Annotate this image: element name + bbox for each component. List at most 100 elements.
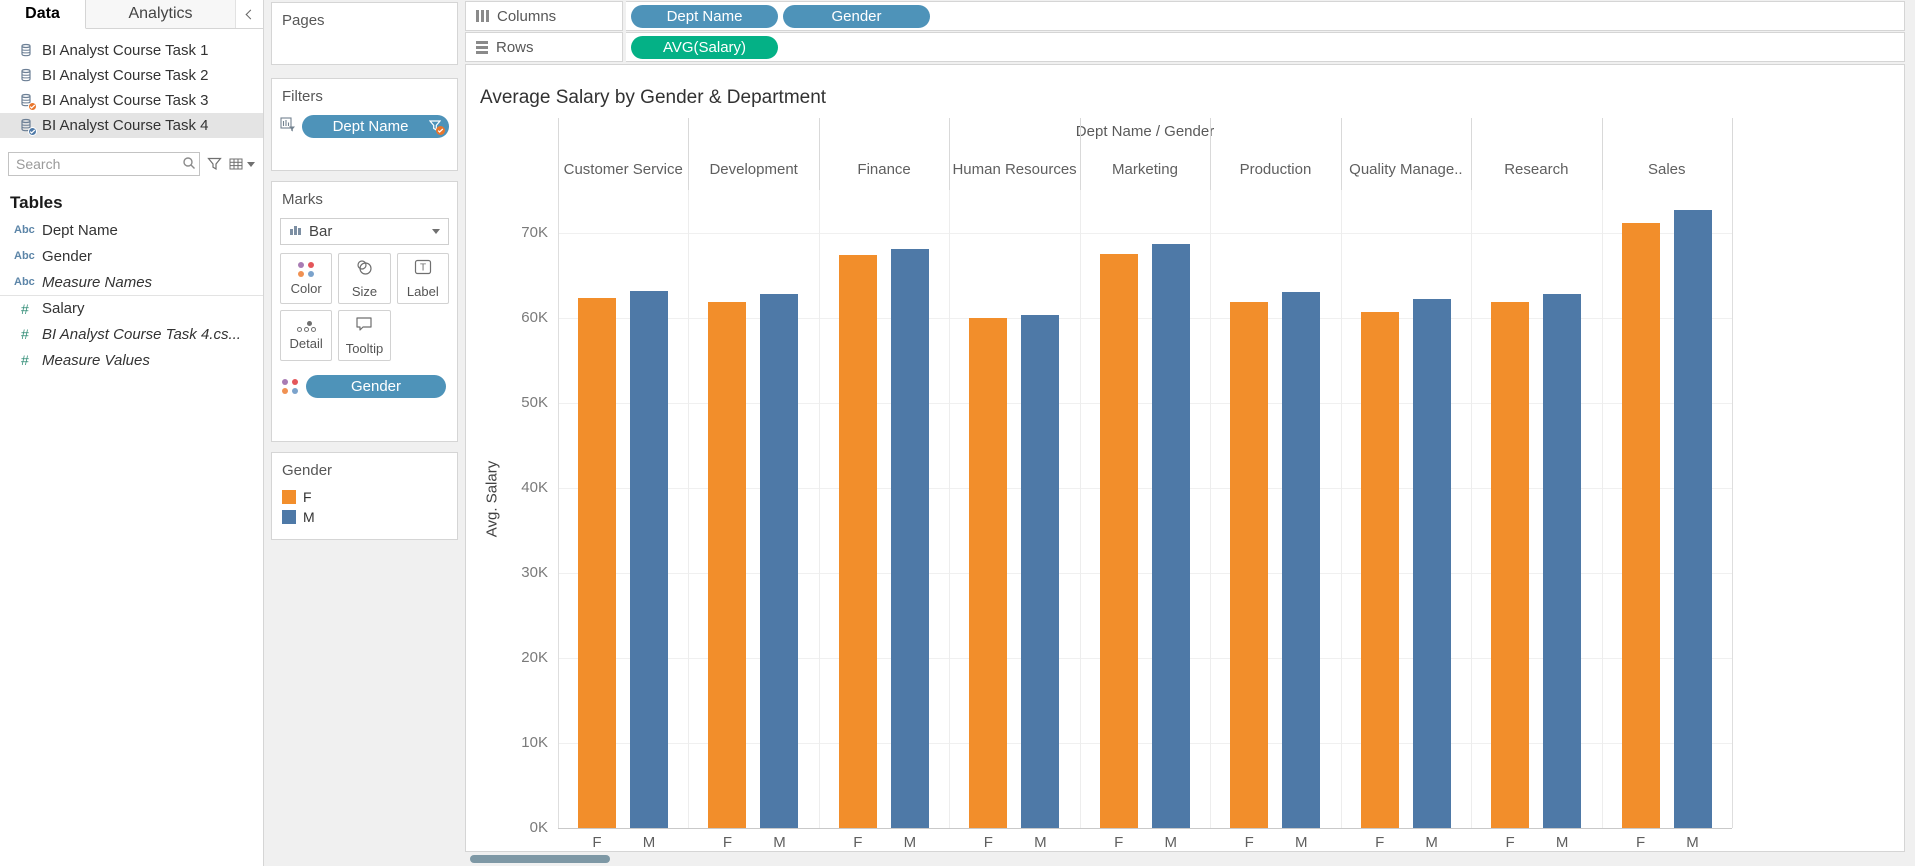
x-axis-tick-label: M [1294,834,1308,851]
filter-fields-icon[interactable] [207,157,222,171]
columns-pill-gender[interactable]: Gender [783,4,930,28]
number-field-icon: # [21,326,29,342]
pages-label: Pages [282,12,325,29]
bar-mark-f[interactable] [708,302,747,828]
mark-type-dropdown[interactable]: Bar [280,218,449,245]
shelves: Columns Dept Name Gender Rows AVG(Salary… [465,0,1905,62]
field-item[interactable]: # BI Analyst Course Task 4.cs... [0,321,263,347]
gridline [558,657,1732,659]
tab-data[interactable]: Data [0,0,86,29]
bar-mark-m[interactable] [1021,315,1060,828]
database-icon [18,68,35,84]
x-axis-line [558,828,1732,829]
field-name: BI Analyst Course Task 4.cs... [42,325,241,343]
column-header[interactable]: Customer Service [563,161,683,178]
rows-pill-avg-salary[interactable]: AVG(Salary) [631,35,778,59]
bar-mark-m[interactable] [630,291,668,828]
column-divider [818,190,820,828]
color-button[interactable]: Color [280,253,333,304]
bar-mark-m[interactable] [1151,244,1190,828]
column-header[interactable]: Research [1504,161,1569,178]
bar-mark-f[interactable] [578,298,616,828]
y-axis-tick-label: 30K [521,563,548,581]
columns-shelf-label: Columns [497,7,557,25]
column-header[interactable]: Development [709,161,798,178]
columns-shelf[interactable]: Columns Dept Name Gender [465,1,1905,31]
text-field-icon: Abc [14,224,35,236]
filters-shelf[interactable]: Filters Dept Name [271,78,458,171]
rows-shelf[interactable]: Rows AVG(Salary) [465,32,1905,62]
field-item[interactable]: # Measure Values [0,347,263,373]
tab-analytics[interactable]: Analytics [86,0,236,28]
column-divider [1601,190,1603,828]
bar-mark-f[interactable] [838,254,877,828]
marks-pill-gender[interactable]: Gender [306,375,446,398]
bar-mark-m[interactable] [1412,298,1451,828]
data-source-name: BI Analyst Course Task 3 [42,92,209,109]
collapse-pane-button[interactable] [237,0,263,28]
data-source-item[interactable]: BI Analyst Course Task 1 [0,38,263,63]
label-button[interactable]: T Label [396,253,449,304]
data-source-name: BI Analyst Course Task 1 [42,42,209,59]
column-header[interactable]: Finance [857,161,911,178]
column-header[interactable]: Production [1239,161,1312,178]
search-input[interactable] [8,152,200,176]
field-item[interactable]: Abc Gender [0,243,263,269]
data-pane: Data Analytics BI Analyst Course Task 1 B… [0,0,264,866]
x-axis-tick-label: F [1505,834,1515,851]
bar-mark-m[interactable] [1543,293,1582,828]
bar-mark-f[interactable] [1230,302,1269,828]
x-axis-tick-label: F [1244,834,1254,851]
data-source-item[interactable]: BI Analyst Course Task 4 [0,113,263,138]
y-axis-tick-label: 60K [521,308,548,326]
bar-mark-f[interactable] [1099,253,1138,828]
column-header[interactable]: Sales [1648,161,1686,178]
columns-pillbox[interactable]: Dept Name Gender [626,1,1905,31]
bar-mark-m[interactable] [760,293,799,828]
chevron-down-icon [432,229,440,234]
column-divider [1079,190,1081,828]
pages-shelf[interactable]: Pages [271,2,458,65]
rows-pillbox[interactable]: AVG(Salary) [626,32,1905,62]
data-source-item[interactable]: BI Analyst Course Task 2 [0,63,263,88]
y-axis-tick-label: 0K [529,819,548,836]
filter-pill-dept-name[interactable]: Dept Name [302,115,449,138]
bar-mark-f[interactable] [1621,223,1660,828]
column-field-label[interactable]: Dept Name / Gender [1075,123,1215,140]
size-button[interactable]: Size [338,253,391,304]
bar-mark-f[interactable] [1360,311,1399,828]
detail-button[interactable]: Detail [280,310,333,361]
field-item[interactable]: Abc Measure Names [0,269,263,295]
bar-mark-m[interactable] [1282,292,1321,828]
column-header[interactable]: Quality Manage.. [1349,161,1463,178]
field-name: Gender [42,247,93,265]
data-source-item[interactable]: BI Analyst Course Task 3 [0,88,263,113]
view-grid-icon[interactable] [229,157,255,171]
bar-mark-m[interactable] [890,248,929,828]
columns-pill-dept-name[interactable]: Dept Name [631,4,778,28]
field-item[interactable]: Abc Dept Name [0,217,263,243]
tooltip-button[interactable]: Tooltip [338,310,391,361]
shelf-panel: Pages Filters Dept Name M [265,0,464,866]
column-header[interactable]: Human Resources [952,161,1077,178]
bar-mark-f[interactable] [1491,302,1530,828]
y-axis-tick-label: 20K [521,648,548,666]
column-divider [688,118,690,190]
bar-mark-f[interactable] [969,317,1008,828]
field-name: Measure Values [42,351,150,369]
x-axis-tick-label: F [1114,834,1124,851]
y-axis-title[interactable]: Avg. Salary [483,460,501,538]
column-header[interactable]: Marketing [1112,161,1178,178]
status-badge-icon [28,126,37,136]
field-item[interactable]: # Salary [0,295,263,321]
size-button-label: Size [351,283,378,299]
horizontal-scrollbar[interactable] [465,854,1905,864]
x-axis-tick-label: M [1686,834,1699,851]
scrollbar-thumb[interactable] [470,855,610,863]
legend-item-m[interactable]: M [282,507,457,527]
bar-mark-m[interactable] [1673,210,1712,828]
legend-item-f[interactable]: F [282,487,457,507]
x-axis-tick-label: F [983,834,993,851]
x-axis-tick-label: F [722,834,733,851]
